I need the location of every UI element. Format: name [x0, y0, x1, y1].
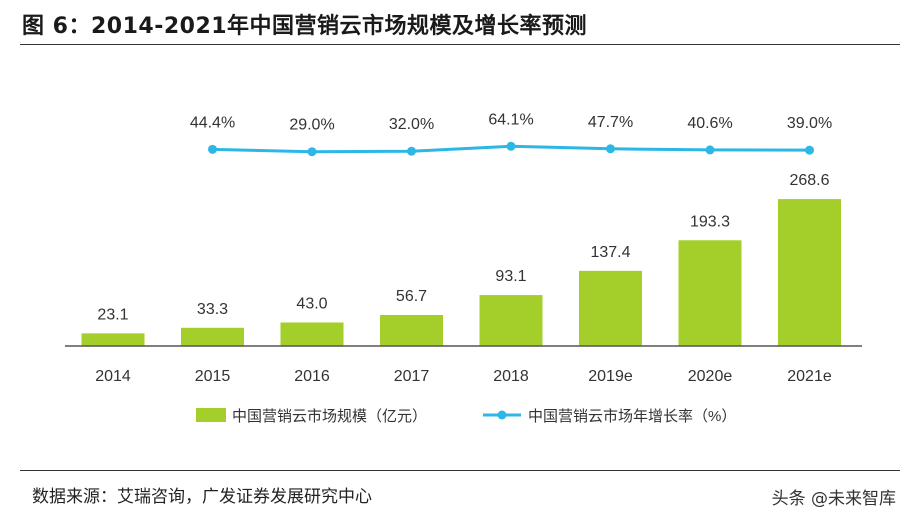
- x-tick-2015: 2015: [195, 368, 231, 385]
- legend-bar-label: 中国营销云市场规模（亿元）: [232, 408, 427, 425]
- x-tick-2016: 2016: [294, 368, 330, 385]
- growth-point-2021e: [805, 145, 814, 155]
- bar-label-2019e: 137.4: [590, 244, 630, 261]
- bar-2016: [280, 322, 344, 346]
- bar-label-2018: 93.1: [495, 268, 526, 285]
- growth-point-2019e: [606, 144, 615, 154]
- growth-point-2016: [307, 147, 317, 157]
- top-rule: [20, 44, 900, 45]
- bar-2014: [81, 333, 145, 346]
- x-tick-2021e: 2021e: [787, 368, 832, 385]
- bar-label-2015: 33.3: [197, 301, 228, 318]
- growth-label-2019e: 47.7%: [588, 114, 633, 131]
- growth-label-2021e: 39.0%: [787, 115, 832, 132]
- watermark: 头条 @未来智库: [771, 489, 896, 509]
- growth-point-2020e: [705, 145, 715, 155]
- bar-label-2016: 43.0: [296, 295, 327, 312]
- x-tick-2014: 2014: [95, 368, 131, 385]
- chart: 23.1 33.3 43.0 56.7 93.1 137.4 193.3 268.6 2014 2…: [65, 111, 862, 425]
- growth-point-2018: [506, 141, 516, 151]
- x-tick-2018: 2018: [493, 368, 529, 385]
- bar-label-2020e: 193.3: [690, 213, 730, 230]
- x-tick-2019e: 2019e: [588, 368, 633, 385]
- legend-line-label: 中国营销云市场年增长率（%）: [528, 408, 736, 425]
- x-tick-2020e: 2020e: [688, 368, 733, 385]
- legend-line-marker: [497, 410, 507, 420]
- x-tick-2017: 2017: [394, 368, 430, 385]
- bar-label-2021e: 268.6: [789, 172, 829, 189]
- bar-2019e: [579, 270, 642, 346]
- bar-2018: [479, 295, 543, 346]
- growth-point-2017: [407, 146, 416, 156]
- bar-2021e: [778, 199, 841, 346]
- bar-label-2017: 56.7: [396, 288, 427, 305]
- growth-label-2015: 44.4%: [190, 114, 235, 131]
- legend-bar-swatch: [196, 408, 226, 422]
- bar-2017: [380, 314, 443, 346]
- growth-point-2015: [208, 144, 217, 154]
- growth-label-2020e: 40.6%: [687, 115, 732, 132]
- growth-label-2018: 64.1%: [488, 111, 533, 128]
- growth-label-2016: 29.0%: [289, 117, 334, 134]
- growth-label-2017: 32.0%: [389, 116, 434, 133]
- bottom-rule: [20, 470, 900, 471]
- bar-label-2014: 23.1: [97, 306, 128, 323]
- figure-title: 图 6：2014-2021年中国营销云市场规模及增长率预测: [22, 14, 588, 39]
- bar-2015: [181, 327, 244, 346]
- bar-2020e: [678, 240, 742, 346]
- source-note: 数据来源：艾瑞咨询，广发证券发展研究中心: [32, 487, 372, 507]
